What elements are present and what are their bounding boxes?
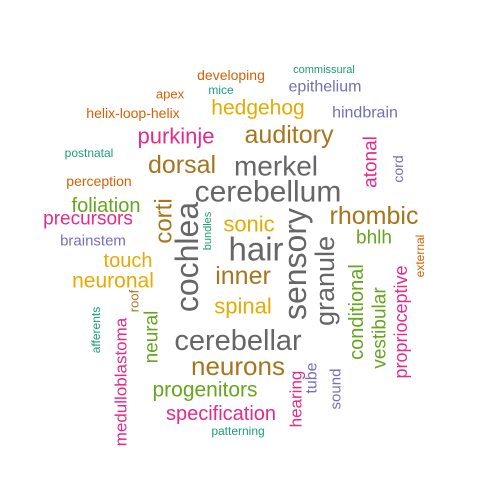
word-conditional: conditional (346, 264, 368, 360)
word-cerebellar: cerebellar (174, 325, 302, 357)
word-epithelium: epithelium (289, 79, 362, 96)
word-purkinje: purkinje (137, 124, 214, 149)
word-helix-loop-helix: helix-loop-helix (86, 105, 179, 121)
word-rhombic: rhombic (330, 202, 419, 230)
word-corti: corti (151, 198, 178, 243)
word-atonal: atonal (361, 136, 382, 188)
word-bundles: bundles (202, 211, 214, 250)
word-specification: specification (166, 403, 276, 425)
word-hindbrain: hindbrain (332, 105, 398, 122)
word-perception: perception (66, 173, 131, 189)
word-brainstem: brainstem (60, 233, 126, 250)
word-afferents: afferents (89, 307, 103, 353)
word-neural: neural (142, 311, 163, 364)
word-spinal: spinal (214, 294, 271, 319)
word-cord: cord (390, 155, 406, 182)
word-roof: roof (127, 289, 142, 312)
word-sound: sound (328, 369, 345, 410)
word-foliation: foliation (72, 195, 141, 217)
word-apex: apex (156, 87, 185, 102)
word-commissural: commissural (293, 64, 355, 76)
word-mice: mice (208, 83, 234, 97)
word-cochlea: cochlea (169, 202, 205, 313)
word-inner: inner (215, 262, 271, 290)
word-postnatal: postnatal (65, 146, 114, 160)
word-neurons: neurons (191, 351, 285, 381)
word-patterning: patterning (211, 424, 264, 438)
word-neuronal: neuronal (72, 270, 154, 293)
word-auditory: auditory (245, 121, 334, 149)
word-tube: tube (304, 362, 321, 393)
word-hedgehog: hedgehog (211, 97, 304, 120)
word-medulloblastoma: medulloblastoma (112, 317, 131, 446)
word-cerebellum: cerebellum (195, 176, 342, 209)
word-precursors: precursors (43, 209, 133, 230)
word-proprioceptive: proprioceptive (391, 265, 411, 378)
word-touch: touch (104, 250, 153, 272)
word-external: external (413, 235, 427, 278)
word-granule: granule (310, 236, 340, 326)
word-sonic: sonic (223, 212, 274, 237)
word-merkel: merkel (234, 151, 318, 182)
word-bhlh: bhlh (356, 228, 392, 249)
word-hearing: hearing (287, 371, 306, 428)
word-sensory: sensory (277, 208, 313, 320)
word-dorsal: dorsal (148, 151, 216, 179)
word-developing: developing (197, 67, 265, 83)
word-hair: hair (228, 231, 283, 268)
word-progenitors: progenitors (152, 379, 257, 402)
word-vestibular: vestibular (370, 287, 391, 369)
